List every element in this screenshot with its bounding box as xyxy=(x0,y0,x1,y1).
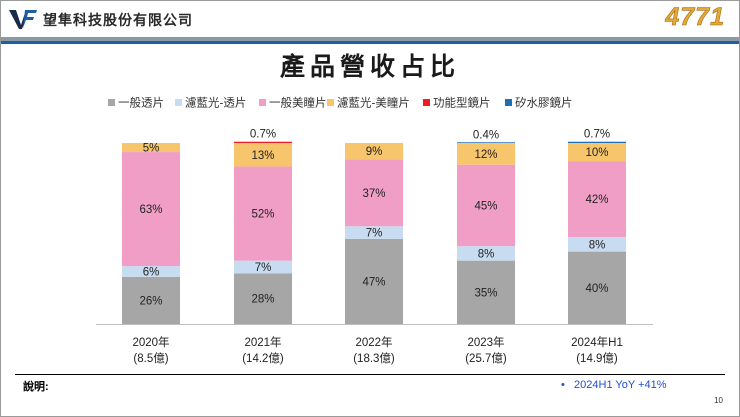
chart-title: 產品營收占比 xyxy=(279,53,460,81)
bar-segment-2-0 xyxy=(345,238,403,324)
data-label-0-3: 5% xyxy=(143,143,160,155)
data-label-3-5: 0.4% xyxy=(473,129,499,141)
x-tick-label-2: 2022年 xyxy=(355,335,392,349)
bar-segment-2-3 xyxy=(345,143,403,160)
bar-segment-3-1 xyxy=(457,246,515,261)
bar-segment-0-2 xyxy=(122,152,180,267)
bar-segment-1-0 xyxy=(234,273,292,324)
bar-segment-0-3 xyxy=(122,143,180,153)
note-text: 2024H1 YoY +41% xyxy=(574,379,667,391)
data-label-2-2: 37% xyxy=(362,188,385,200)
data-label-2-1: 7% xyxy=(366,228,383,240)
bar-segment-4-5 xyxy=(568,141,626,143)
x-tick-label-3: 2023年 xyxy=(467,335,504,349)
legend-label-4: 功能型鏡片 xyxy=(433,96,491,110)
legend-swatch-0 xyxy=(108,99,115,106)
bar-segment-4-3 xyxy=(568,143,626,162)
x-tick-label-1: 2021年 xyxy=(244,335,281,349)
bar-segment-3-5 xyxy=(457,142,515,143)
data-label-3-3: 12% xyxy=(474,149,497,161)
company-name: 望隼科技股份有限公司 xyxy=(43,12,193,28)
legend-swatch-4 xyxy=(423,99,430,106)
note-label: 說明: xyxy=(23,381,49,393)
bar-segment-4-2 xyxy=(568,161,626,238)
bar-segment-4-1 xyxy=(568,237,626,252)
legend-swatch-1 xyxy=(175,99,182,106)
data-label-0-1: 6% xyxy=(143,267,160,279)
x-tick-sublabel-3: (25.7億) xyxy=(465,352,507,365)
bar-segment-0-0 xyxy=(122,276,180,324)
bar-segment-0-1 xyxy=(122,266,180,277)
bar-segment-1-2 xyxy=(234,166,292,261)
legend-label-2: 一般美瞳片 xyxy=(269,96,327,110)
bar-segment-1-1 xyxy=(234,260,292,274)
bar-segment-1-3 xyxy=(234,143,292,167)
stacked-bar-chart: 一般透片 濾藍光-透片 一般美瞳片 濾藍光-美瞳片 功能型鏡片 矽水膠鏡片 26% 6% 63%… xyxy=(96,96,653,365)
x-tick-sublabel-4: (14.9億) xyxy=(576,352,618,365)
data-label-4-2: 42% xyxy=(585,194,608,206)
header-rule xyxy=(1,37,739,41)
data-label-4-5: 0.7% xyxy=(584,129,610,141)
data-label-4-0: 40% xyxy=(585,283,608,295)
data-label-1-0: 28% xyxy=(251,294,274,306)
bar-segment-3-0 xyxy=(457,260,515,324)
x-tick-sublabel-2: (18.3億) xyxy=(353,352,395,365)
data-label-1-3: 13% xyxy=(251,150,274,162)
data-label-0-2: 63% xyxy=(139,204,162,216)
header-rule-accent xyxy=(1,41,739,44)
data-label-2-3: 9% xyxy=(366,146,383,158)
legend-label-0: 一般透片 xyxy=(118,96,164,110)
x-tick-label-0: 2020年 xyxy=(132,335,169,349)
data-label-3-2: 45% xyxy=(474,200,497,212)
data-label-0-0: 26% xyxy=(139,295,162,307)
x-tick-sublabel-0: (8.5億) xyxy=(133,352,168,365)
legend-swatch-2 xyxy=(259,99,266,106)
data-label-1-4: 0.7% xyxy=(250,129,276,141)
legend-label-1: 濾藍光-透片 xyxy=(185,96,246,110)
x-tick-sublabel-1: (14.2億) xyxy=(242,352,284,365)
bar-segment-1-4 xyxy=(234,141,292,143)
data-label-2-0: 47% xyxy=(362,276,385,288)
data-label-1-1: 7% xyxy=(255,262,272,274)
bar-segment-2-1 xyxy=(345,226,403,239)
footer-rule xyxy=(15,374,725,375)
note-item: • 2024H1 YoY +41% xyxy=(561,379,667,391)
bar-segment-2-2 xyxy=(345,159,403,227)
bar-segment-4-0 xyxy=(568,251,626,324)
data-label-4-3: 10% xyxy=(585,147,608,159)
x-tick-label-4: 2024年H1 xyxy=(571,335,623,349)
data-label-1-2: 52% xyxy=(251,209,274,221)
data-label-3-1: 8% xyxy=(478,248,495,260)
legend-label-5: 矽水膠鏡片 xyxy=(515,96,573,110)
bar-segment-3-3 xyxy=(457,143,515,165)
stock-ticker: 4771 xyxy=(665,3,725,32)
data-label-4-1: 8% xyxy=(589,239,606,251)
legend-label-3: 濾藍光-美瞳片 xyxy=(337,96,410,110)
company-logo-icon xyxy=(9,10,37,29)
bar-segment-3-2 xyxy=(457,164,515,247)
legend-swatch-3 xyxy=(327,99,334,106)
data-label-3-0: 35% xyxy=(474,287,497,299)
page-number: 10 xyxy=(714,396,723,405)
legend-swatch-5 xyxy=(505,99,512,106)
note-bullet: • xyxy=(561,379,565,391)
